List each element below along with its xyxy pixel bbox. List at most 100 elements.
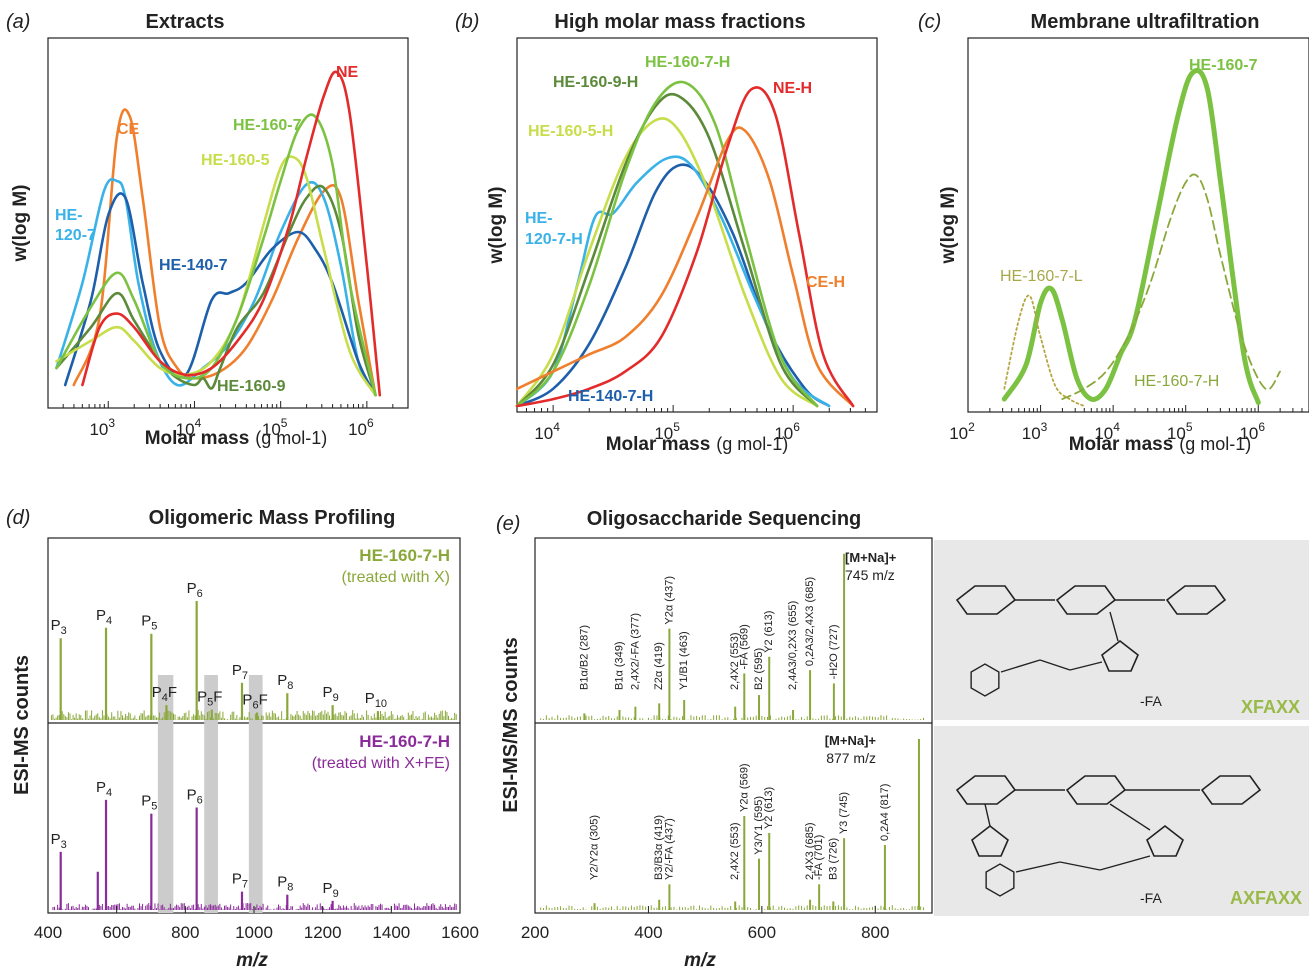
peak-label: P6F <box>242 692 267 712</box>
series-HE-160-9 <box>55 184 377 397</box>
panel-c-xtick-label: 106 <box>1239 420 1265 443</box>
panel-a-xlabel: Molar mass (g mol-1) <box>145 428 328 449</box>
d-top-sample: HE-160-7-H <box>359 546 450 565</box>
peak-label: P7 <box>232 662 248 682</box>
fragment-label: 2,4X2 (553) <box>729 633 741 690</box>
fragment-label: Y2/Y2α (305) <box>589 815 601 880</box>
fragment-label: B1α (349) <box>614 641 626 690</box>
axfaxx-structure-bg <box>934 726 1309 916</box>
fragment-label: -FA (569) <box>738 624 750 669</box>
bond-line <box>1015 861 1061 873</box>
panel-b-xlabel-unit: (g mol-1) <box>716 434 788 454</box>
series-CE-H <box>515 126 855 408</box>
panel-a-title: Extracts <box>146 11 225 33</box>
fragment-label: Z2α (419) <box>653 642 665 690</box>
xfaxx-fa-label: -FA <box>1140 693 1162 709</box>
bond-line <box>1059 861 1101 871</box>
label-CE-H: CE-H <box>806 274 845 291</box>
label-NE: NE <box>336 64 359 81</box>
panel-c-xtick-label: 102 <box>949 420 975 443</box>
panel-d-xtick-label: 1200 <box>304 923 342 942</box>
label-CE: CE <box>117 121 140 138</box>
peak-label: P5F <box>197 689 222 709</box>
label-HE-160-9-H: HE-160-9-H <box>553 74 638 91</box>
panel-b-plot: 104 105 106 <box>515 80 878 443</box>
fragment-label: -H2O (727) <box>828 624 840 679</box>
panel-e-xtick-label: 400 <box>634 923 662 942</box>
label-HE-120-7-line2: 120-7 <box>55 227 96 244</box>
fragment-label: 0,2A4 (817) <box>879 784 891 841</box>
fragment-label: B1α/B2 (287) <box>578 625 590 690</box>
peak-label: P9 <box>323 684 339 704</box>
panel-e-plot: B1α/B2 (287) B1α (349) 2,4X2/-FA (377) Z2α … <box>521 553 924 942</box>
series-HE-160-7-L <box>1003 294 1085 407</box>
peak-label: P3 <box>51 831 67 851</box>
label-HE-160-9: HE-160-9 <box>217 378 286 395</box>
panel-d-ylabel: ESI-MS counts <box>11 655 33 795</box>
panel-c-xtick-label: 103 <box>1022 420 1048 443</box>
panel-e-ylabel: ESI-MS/MS counts <box>500 637 522 813</box>
panel-b-ylabel: w(log M) <box>486 186 507 264</box>
peak-label: P8 <box>277 874 293 894</box>
peak-label: P4 <box>96 607 112 627</box>
e-top-mz: 745 m/z <box>845 567 895 583</box>
bond-line <box>1000 659 1041 673</box>
label-HE-140-7-H: HE-140-7-H <box>568 388 653 405</box>
panel-d-xlabel: m/z <box>236 950 268 971</box>
d-bot-sample: HE-160-7-H <box>359 732 450 751</box>
label-HE-120-7-H-line2: 120-7-H <box>525 231 583 248</box>
panel-d-xtick-label: 1400 <box>372 923 410 942</box>
bond-line <box>1099 855 1151 871</box>
fragment-label: -FA (701) <box>813 835 825 880</box>
fragment-label: Y1/B1 (463) <box>678 631 690 690</box>
panel-a-xtick-label: 106 <box>348 416 374 439</box>
svg-text:Molar mass(g mol-1): Molar mass (g mol-1) <box>606 434 789 455</box>
series-HE-160-7 <box>55 113 377 397</box>
svg-text:Molar mass(g mol-1): Molar mass (g mol-1) <box>145 428 328 449</box>
fragment-label: Y2 (613) <box>763 611 775 653</box>
e-bot-precursor: [M+Na]+ <box>825 733 877 748</box>
panel-e-frame <box>534 537 933 914</box>
fragment-label: 2,4X2 (553) <box>729 823 741 880</box>
bond-line <box>1109 611 1119 642</box>
peak-label: P5 <box>141 613 157 633</box>
label-HE-120-7-line1: HE- <box>55 207 83 224</box>
fragment-label: Y2α (569) <box>738 763 750 812</box>
fragment-label: Y2α (437) <box>663 576 675 625</box>
fragment-label: Y2/-FA (437) <box>663 818 675 880</box>
arabinose-ring-icon <box>1101 639 1139 672</box>
panel-e-label: (e) <box>496 513 520 535</box>
peak-label: P8 <box>277 672 293 692</box>
fragment-label: B3 (726) <box>827 838 839 880</box>
panel-e-xtick-label: 800 <box>861 923 889 942</box>
structure-drawings <box>955 585 1262 897</box>
ferulate-ring-icon <box>970 663 1000 697</box>
panel-b-xtick-label: 104 <box>534 420 560 443</box>
panel-d-xtick-label: 400 <box>34 923 62 942</box>
fragment-label: 2,4X2/-FA (377) <box>629 613 641 690</box>
panel-a-plot: 103 104 105 106 <box>47 70 409 439</box>
series-HE-160-5-H <box>515 117 819 408</box>
label-NE-H: NE-H <box>773 80 812 97</box>
label-c-HE-160-7: HE-160-7 <box>1189 57 1258 74</box>
peak-label: P10 <box>365 690 387 710</box>
panel-d-title: Oligomeric Mass Profiling <box>149 507 396 529</box>
series-HE-160-7-H <box>515 80 819 408</box>
label-HE-120-7-H-line1: HE- <box>525 210 553 227</box>
panel-c-frame <box>967 37 1309 413</box>
panel-a-frame <box>47 37 409 409</box>
panel-c-xlabel-main: Molar mass <box>1069 434 1174 455</box>
label-c-HE-160-7-H: HE-160-7-H <box>1134 373 1219 390</box>
panel-b-xlabel-main: Molar mass <box>606 434 711 455</box>
peak-label: P6 <box>187 580 203 600</box>
panel-d-xtick-label: 800 <box>171 923 199 942</box>
fragment-label: 0,2A3/2,4X3 (685) <box>804 577 816 666</box>
peak-label: P5 <box>141 793 157 813</box>
fragment-label: Y3/Y1 (595) <box>753 796 765 855</box>
panel-e-xtick-label: 600 <box>748 923 776 942</box>
label-c-HE-160-7-L: HE-160-7-L <box>1000 268 1083 285</box>
panel-d-label: (d) <box>6 507 30 529</box>
panel-c-label: (c) <box>918 11 941 33</box>
panel-c-xlabel: Molar mass (g mol-1) <box>1069 434 1252 455</box>
series-HE-160-7-H <box>1061 173 1281 400</box>
